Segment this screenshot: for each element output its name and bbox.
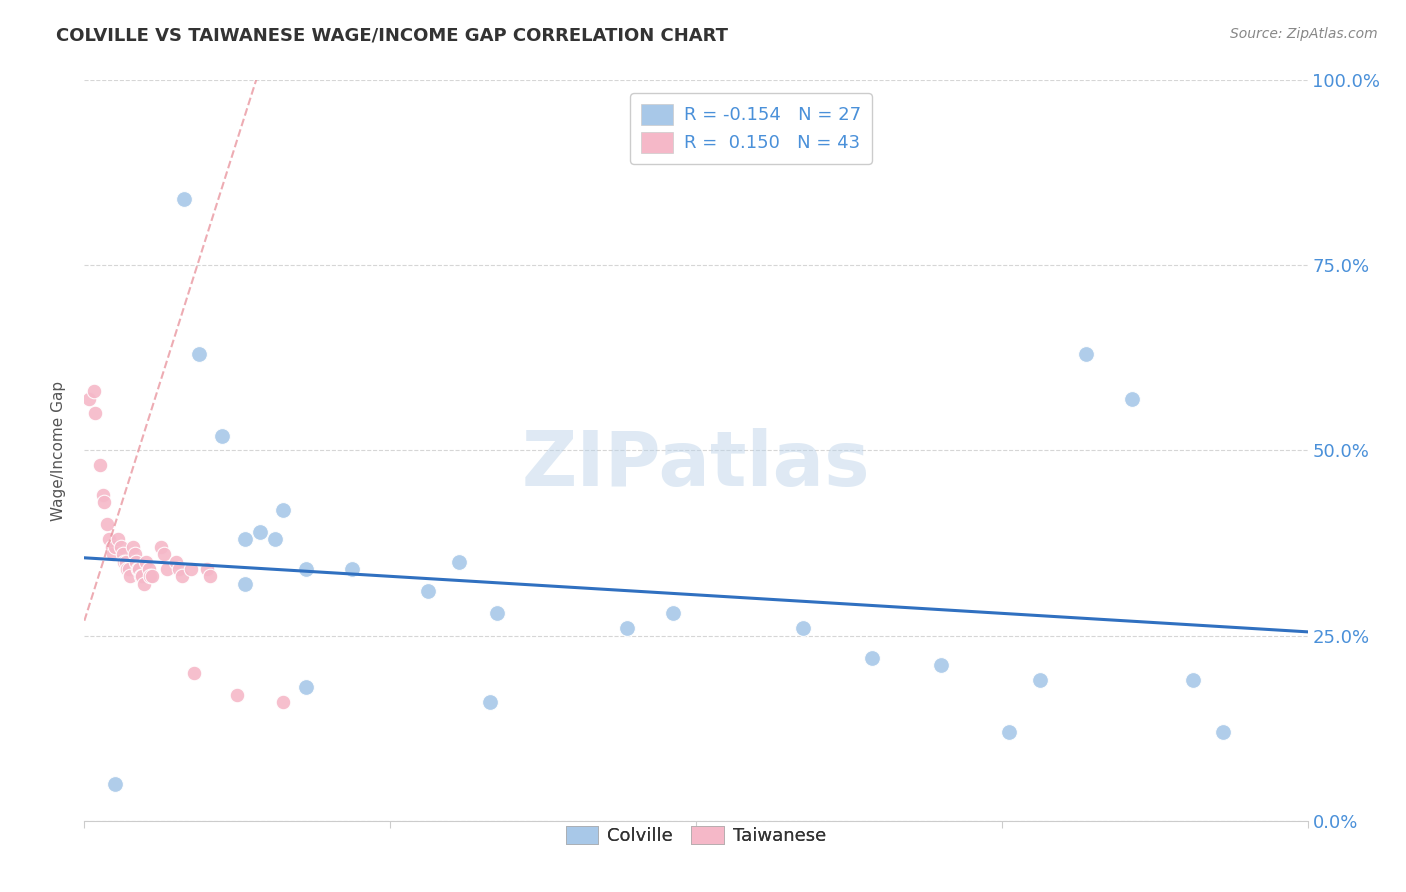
Point: [96, 517, 118, 532]
Point: [662, 607, 685, 621]
Point: [131, 569, 153, 583]
Point: [89, 458, 111, 473]
Point: [198, 569, 221, 583]
Point: [112, 555, 135, 569]
Point: [104, 540, 127, 554]
Point: [172, 569, 194, 583]
Point: [249, 524, 271, 539]
Point: [139, 569, 162, 583]
Point: [111, 547, 134, 561]
Point: [233, 576, 256, 591]
Point: [115, 562, 138, 576]
Point: [104, 776, 127, 791]
Point: [114, 555, 136, 569]
Point: [129, 569, 152, 583]
Point: [188, 347, 211, 361]
Point: [486, 607, 509, 621]
Point: [132, 576, 155, 591]
Legend: Colville, Taiwanese: Colville, Taiwanese: [558, 819, 834, 853]
Point: [180, 562, 202, 576]
Text: Source: ZipAtlas.com: Source: ZipAtlas.com: [1230, 27, 1378, 41]
Point: [84, 407, 107, 421]
Point: [211, 428, 233, 442]
Point: [929, 658, 952, 673]
Point: [103, 547, 125, 561]
Point: [118, 562, 141, 576]
Point: [110, 540, 132, 554]
Point: [141, 569, 163, 583]
Point: [295, 562, 318, 576]
Point: [153, 547, 176, 561]
Point: [233, 533, 256, 547]
Point: [340, 562, 363, 576]
Text: COLVILLE VS TAIWANESE WAGE/INCOME GAP CORRELATION CHART: COLVILLE VS TAIWANESE WAGE/INCOME GAP CO…: [56, 27, 728, 45]
Point: [122, 540, 145, 554]
Point: [77, 392, 100, 406]
Point: [173, 192, 195, 206]
Point: [271, 502, 294, 516]
Point: [93, 495, 115, 509]
Point: [1029, 673, 1052, 687]
Point: [226, 688, 249, 702]
Point: [616, 621, 638, 635]
Point: [195, 562, 218, 576]
Point: [149, 540, 172, 554]
Point: [120, 569, 142, 583]
Point: [107, 533, 129, 547]
Point: [1121, 392, 1143, 406]
Point: [998, 724, 1021, 739]
Point: [83, 384, 105, 399]
Y-axis label: Wage/Income Gap: Wage/Income Gap: [51, 380, 66, 521]
Point: [127, 562, 149, 576]
Point: [1212, 724, 1234, 739]
Point: [860, 650, 883, 665]
Point: [183, 665, 205, 680]
Point: [167, 562, 190, 576]
Point: [156, 562, 179, 576]
Point: [1181, 673, 1204, 687]
Point: [138, 562, 160, 576]
Point: [97, 533, 120, 547]
Point: [128, 562, 150, 576]
Point: [91, 488, 114, 502]
Point: [165, 555, 187, 569]
Text: ZIPatlas: ZIPatlas: [522, 428, 870, 502]
Point: [1074, 347, 1097, 361]
Point: [478, 695, 501, 709]
Point: [125, 555, 148, 569]
Point: [792, 621, 814, 635]
Point: [135, 555, 157, 569]
Point: [101, 540, 124, 554]
Point: [271, 695, 294, 709]
Point: [124, 547, 146, 561]
Point: [418, 584, 440, 599]
Point: [447, 555, 470, 569]
Point: [264, 533, 287, 547]
Point: [295, 681, 318, 695]
